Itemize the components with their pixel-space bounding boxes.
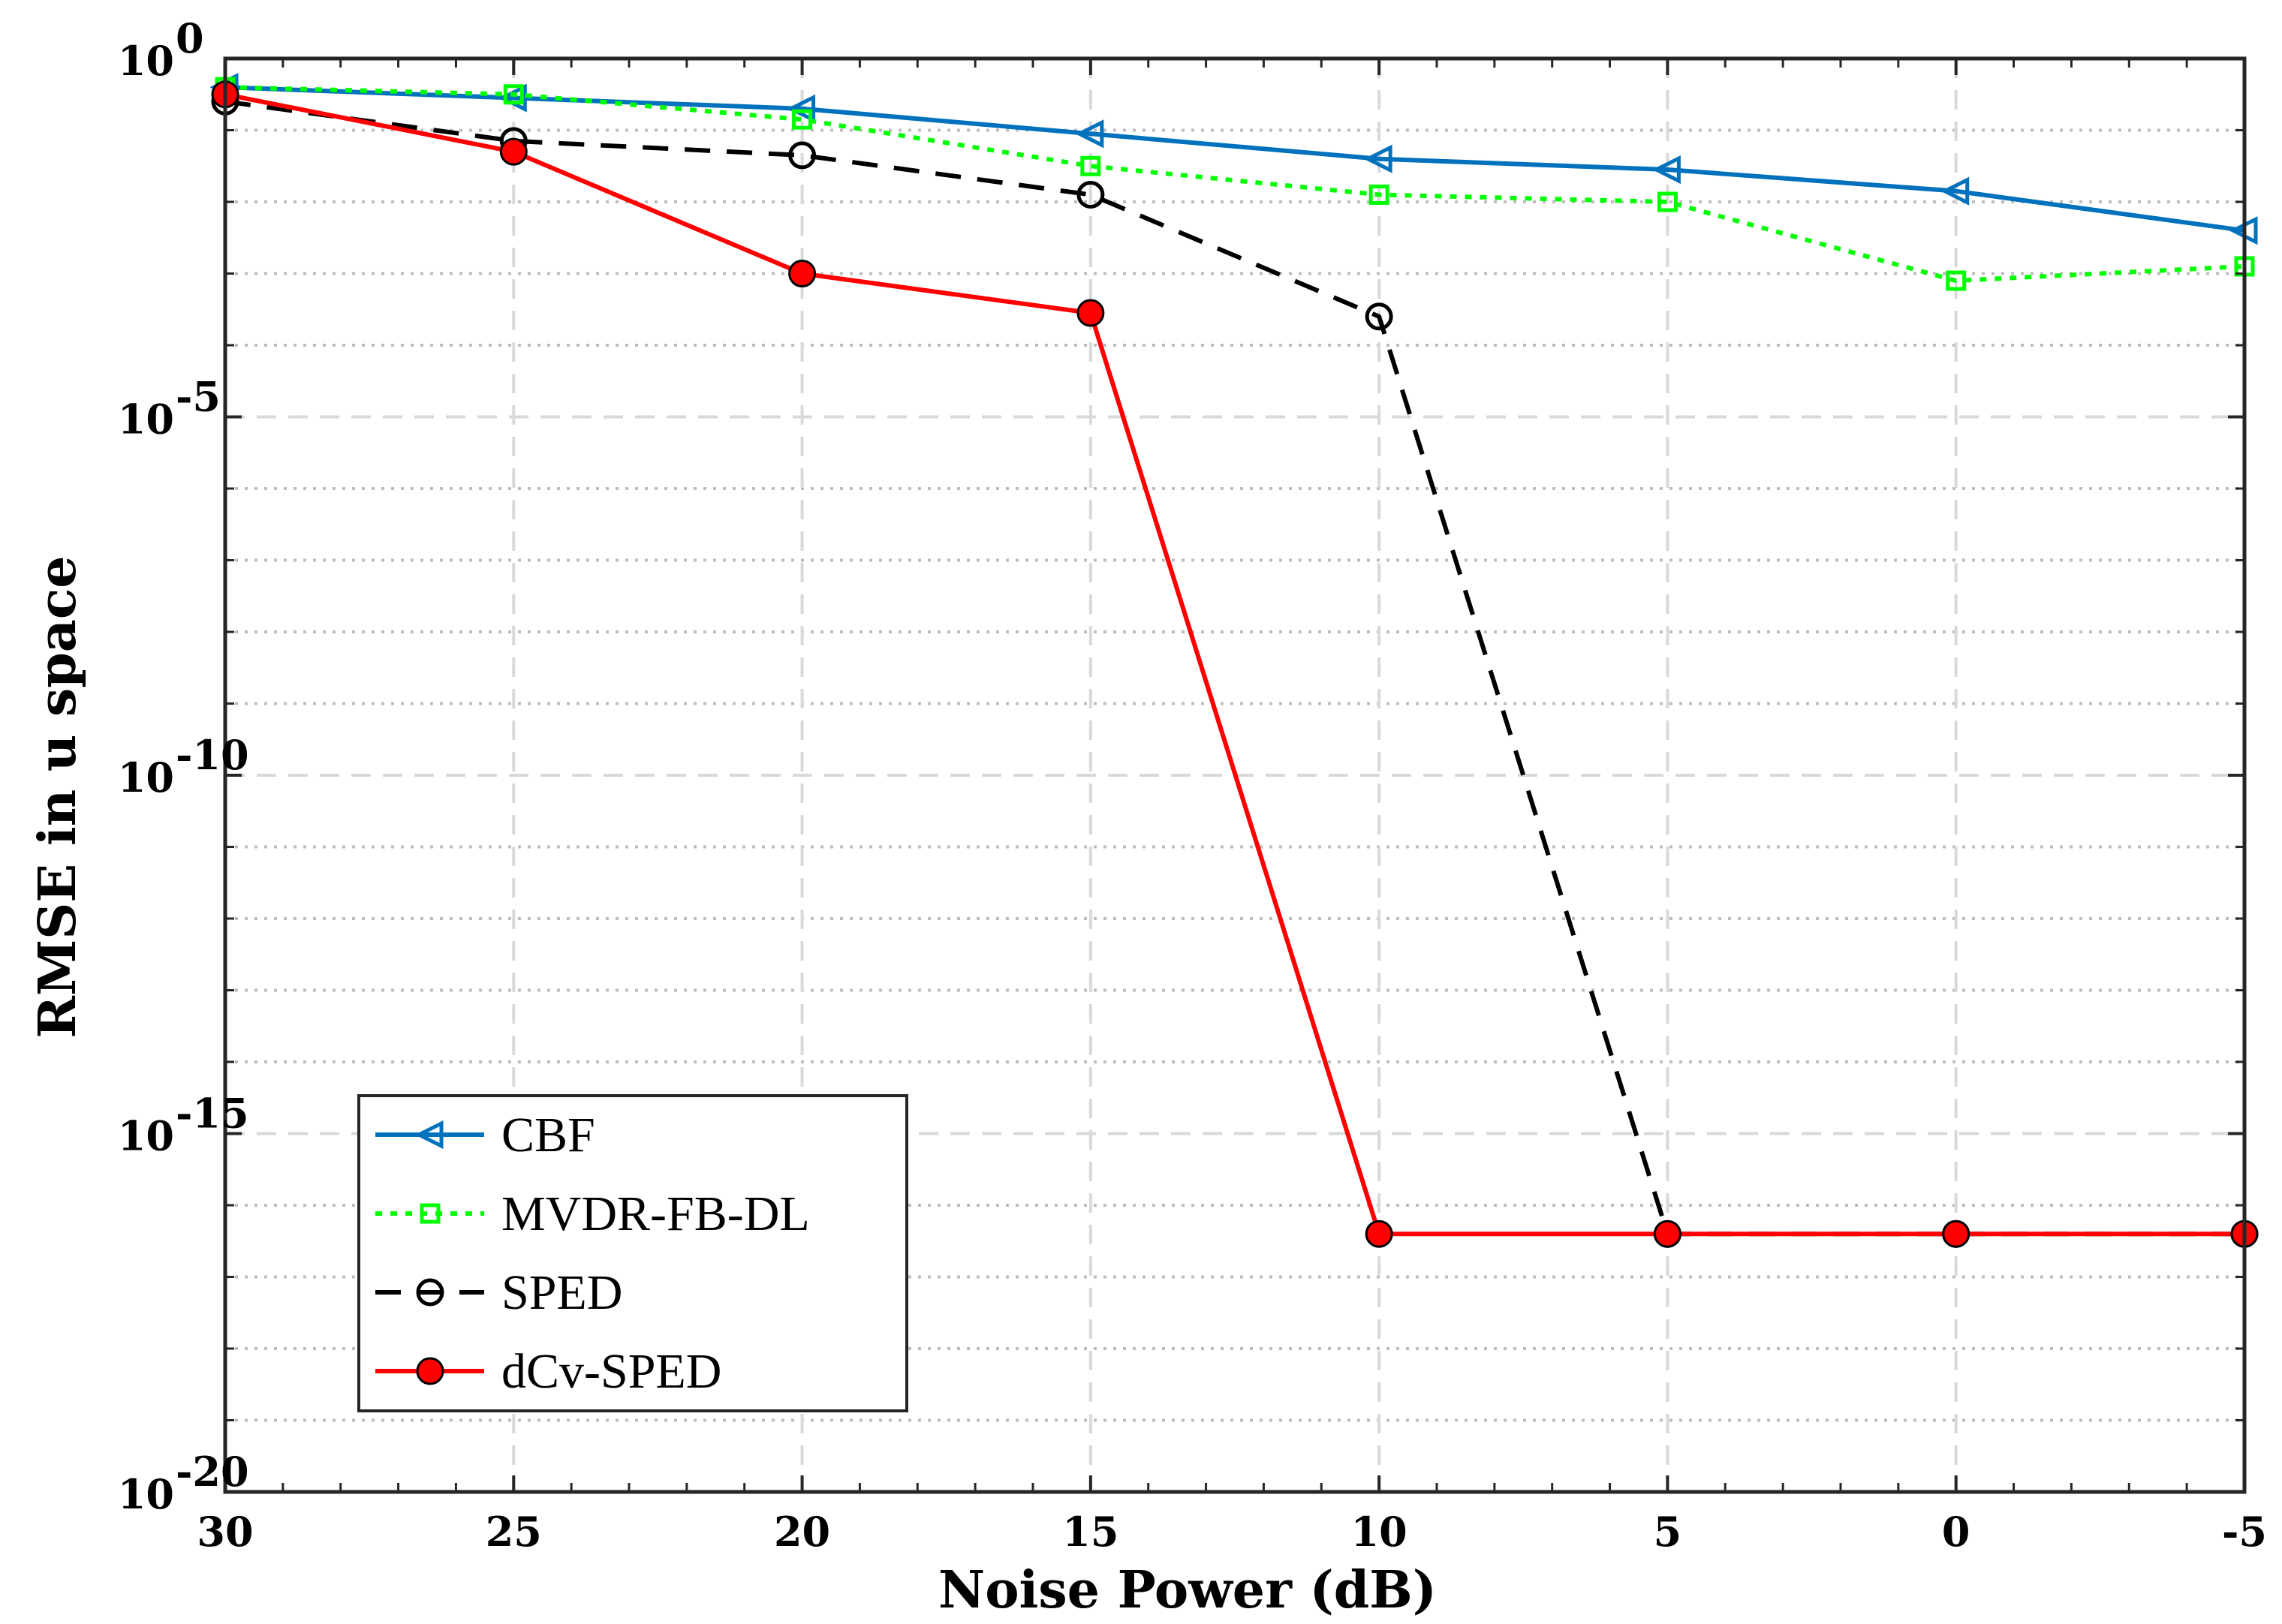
- series-sped: [211, 87, 2259, 1248]
- legend-label-sped: SPED: [501, 1265, 622, 1320]
- legend-entry-mvdr-fb-dl: MVDR-FB-DL: [375, 1186, 810, 1241]
- legend-marker-dcv-sped: [416, 1357, 444, 1385]
- x-tick-label: 5: [1654, 1508, 1682, 1556]
- data-point-mvdr-fb-dl: [1080, 155, 1101, 176]
- y-tick-exponent: -15: [176, 1090, 249, 1138]
- series-line-mvdr-fb-dl: [224, 85, 2245, 284]
- series-line-dcv-sped: [224, 92, 2244, 1237]
- y-tick-exponent: 0: [176, 14, 204, 62]
- data-point-mvdr-fb-dl: [1368, 184, 1389, 205]
- x-axis-label: Noise Power (dB): [938, 1560, 1437, 1620]
- legend-box: [357, 1094, 908, 1412]
- y-axis-label: RMSE in u space: [28, 555, 88, 1038]
- legend-label-dcv-sped: dCv-SPED: [501, 1344, 721, 1399]
- y-tick-label: 10: [118, 37, 174, 85]
- legend-entry-dcv-sped: dCv-SPED: [375, 1344, 721, 1399]
- data-point-mvdr-fb-dl: [1657, 191, 1678, 212]
- x-tick-label: 25: [486, 1508, 542, 1556]
- data-point-cbf: [1363, 144, 1392, 173]
- legend-label-mvdr-fb-dl: MVDR-FB-DL: [501, 1186, 810, 1241]
- y-tick-exponent: -10: [176, 731, 249, 779]
- data-point-mvdr-fb-dl: [1946, 270, 1967, 291]
- legend-label-cbf: CBF: [501, 1108, 595, 1162]
- data-point-dcv-sped: [1942, 1220, 1970, 1248]
- legend-entry-sped: SPED: [375, 1265, 622, 1320]
- data-point-mvdr-fb-dl: [503, 84, 524, 105]
- data-point-sped: [1076, 180, 1105, 209]
- y-tick-label: 10: [118, 395, 174, 444]
- y-tick-exponent: -5: [176, 373, 221, 421]
- y-tick-exponent: -20: [176, 1448, 249, 1496]
- legend: CBF MVDR-FB-DL SPED dCv-SPED: [357, 1094, 908, 1412]
- data-point-dcv-sped: [1653, 1220, 1681, 1248]
- legend-marker-mvdr-fb-dl: [420, 1203, 441, 1224]
- x-tick-label: -5: [2222, 1508, 2267, 1556]
- y-tick-label: 10: [118, 1112, 174, 1160]
- data-point-cbf: [1651, 155, 1681, 185]
- data-point-cbf: [786, 94, 816, 123]
- data-point-mvdr-fb-dl: [792, 109, 813, 130]
- y-tick-label: 10: [118, 1470, 174, 1518]
- data-point-dcv-sped: [499, 137, 528, 166]
- data-point-cbf: [1075, 119, 1104, 149]
- x-tick-label: 30: [197, 1508, 253, 1556]
- axis-ticks: [224, 57, 2246, 1493]
- data-point-dcv-sped: [1365, 1220, 1393, 1248]
- data-point-dcv-sped: [788, 260, 817, 287]
- data-point-sped: [788, 141, 817, 170]
- x-tick-label: 10: [1351, 1508, 1407, 1556]
- plot-area: [209, 73, 2259, 1248]
- series-line-sped: [224, 99, 2244, 1237]
- data-point-sped: [1365, 302, 1393, 331]
- data-point-cbf: [1940, 176, 1970, 206]
- legend-marker-sped: [416, 1278, 444, 1307]
- x-tick-label: 0: [1942, 1508, 1970, 1556]
- data-point-dcv-sped: [1076, 299, 1105, 327]
- x-tick-label: 20: [774, 1508, 830, 1556]
- legend-entry-cbf: CBF: [375, 1108, 595, 1162]
- legend-marker-cbf: [414, 1120, 444, 1150]
- x-tick-label: 15: [1062, 1508, 1118, 1556]
- y-tick-label: 10: [118, 753, 174, 801]
